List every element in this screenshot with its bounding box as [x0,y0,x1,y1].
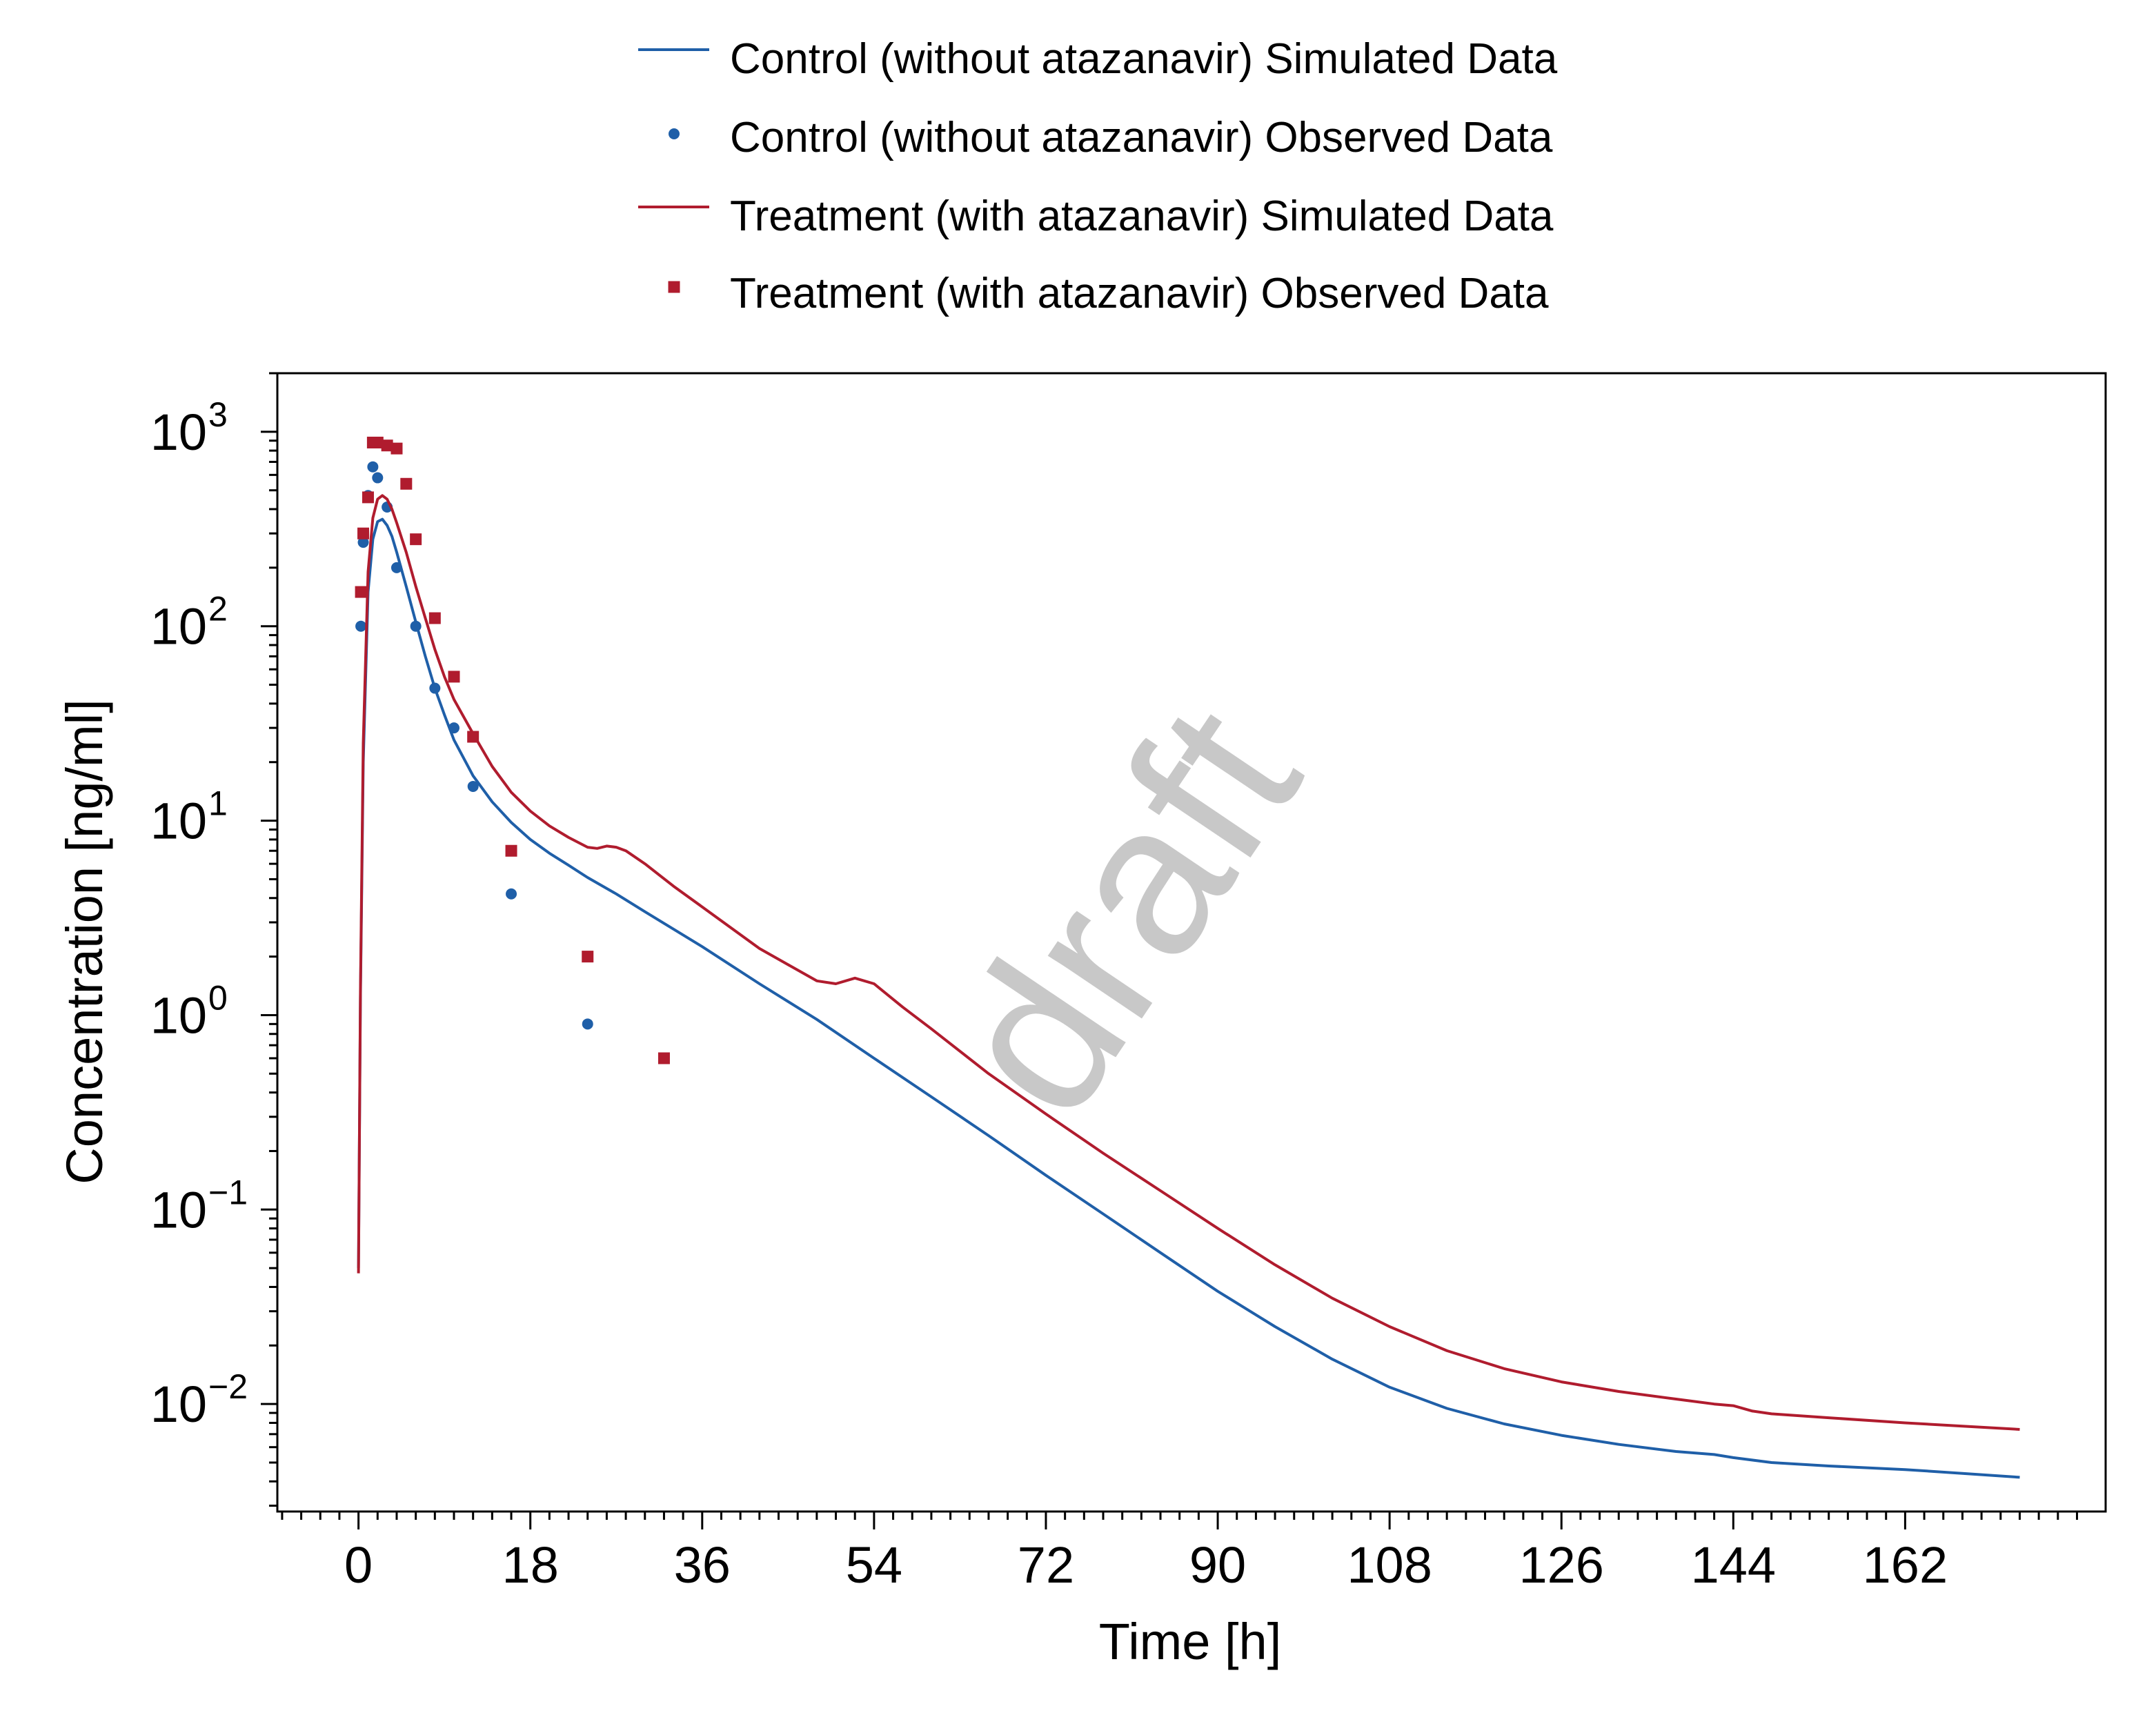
x-tick-label: 144 [1691,1536,1776,1594]
treatment-observed-point [657,1052,670,1064]
treatment-observed-point [355,586,367,598]
treatment-observed-point [357,527,370,539]
control-observed-point [357,537,369,548]
legend-label: Control (without atazanavir) Observed Da… [730,114,1553,161]
y-tick-label-base: 10 [150,793,207,850]
legend-item: Treatment (with atazanavir) Observed Dat… [668,270,1549,317]
control-observed-point [429,682,441,694]
y-tick-label-base: 10 [150,598,207,655]
legend-item: Control (without atazanavir) Observed Da… [669,114,1553,161]
y-tick-label-exponent: 0 [208,978,228,1017]
watermark: draft [907,666,1345,1155]
x-tick-label: 72 [1018,1536,1074,1594]
y-tick-label: 10 3 [150,395,228,461]
control-observed-point [390,562,402,573]
y-tick-label: 10 2 [150,590,228,655]
x-axis: 0 18 36 54 72 90 108 126 144 162 [281,1512,2078,1594]
y-axis-title: Concentration [ng/ml] [56,699,113,1184]
x-tick-label: 162 [1863,1536,1948,1594]
control-observed-point [410,620,422,632]
legend-label: Treatment (with atazanavir) Simulated Da… [730,192,1554,240]
control-observed-point [448,722,460,734]
treatment-observed-point [448,671,460,683]
x-tick-label: 90 [1189,1536,1246,1594]
y-tick-label-exponent: 1 [208,784,228,823]
x-axis-title: Time [h] [1099,1613,1282,1670]
legend-square-marker [668,281,680,293]
legend-circle-marker [669,128,680,139]
plot-series [355,436,2020,1479]
x-tick-label: 18 [502,1536,559,1594]
legend-item: Treatment (with atazanavir) Simulated Da… [638,192,1554,240]
treatment-observed-point [362,491,374,504]
x-tick-label: 126 [1519,1536,1603,1594]
treatment-observed-point [390,442,403,455]
control-observed-point [367,461,379,473]
treatment-observed-point [400,477,413,490]
treatment-observed-point [428,612,441,624]
treatment-observed-point [505,844,517,857]
legend-label: Control (without atazanavir) Simulated D… [730,35,1558,83]
x-tick-label: 108 [1347,1536,1432,1594]
control-observed-point [372,472,384,484]
legend-item: Control (without atazanavir) Simulated D… [638,35,1558,83]
y-tick-label: 10 1 [150,784,228,850]
x-tick-label: 0 [344,1536,373,1594]
control-observed-point [582,1018,593,1030]
y-tick-label-base: 10 [150,1181,207,1238]
y-tick-label-exponent: −1 [208,1173,248,1211]
y-tick-label-exponent: 2 [208,590,228,628]
x-tick-label: 54 [846,1536,902,1594]
y-tick-label-base: 10 [150,987,207,1044]
y-tick-label-base: 10 [150,404,207,461]
y-tick-label: 10 −1 [150,1173,248,1238]
y-tick-label-exponent: −2 [208,1367,248,1406]
treatment-observed-point [467,731,479,743]
control-simulated-line [357,517,2020,1479]
control-observed-point [506,888,517,900]
control-observed-point [355,620,367,632]
plot-area [276,372,2107,1513]
y-tick-label-exponent: 3 [208,395,228,434]
treatment-observed-point [410,533,422,546]
x-tick-label: 36 [674,1536,731,1594]
y-tick-label: 10 0 [150,978,228,1044]
y-tick-label: 10 −2 [150,1367,248,1433]
watermark-text: draft [907,666,1345,1155]
legend-label: Treatment (with atazanavir) Observed Dat… [730,270,1549,317]
y-tick-label-base: 10 [150,1376,207,1433]
treatment-observed-point [582,951,594,963]
treatment-observed-point [371,436,384,448]
legend: Control (without atazanavir) Simulated D… [638,35,1558,317]
treatment-observed-point [381,439,393,452]
control-observed-point [467,780,479,792]
treatment-simulated-line [357,494,2020,1431]
